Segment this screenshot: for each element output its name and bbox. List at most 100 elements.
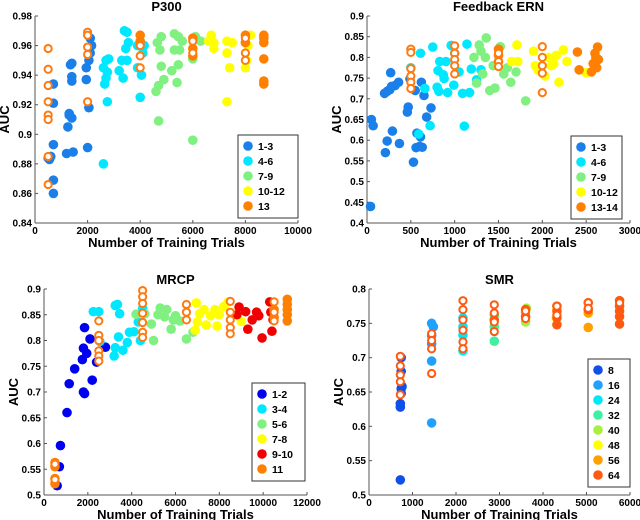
data-point	[243, 324, 253, 334]
x-tick-label: 0	[41, 498, 47, 509]
legend-label: 3-4	[272, 404, 287, 416]
y-tick-label: 0.5	[352, 491, 366, 502]
chart-smr: 0 1000 2000 3000 4000 5000 6000 0.5 0.55 0.6 0.65 0…	[331, 272, 640, 520]
x-tick-label: 1000	[444, 226, 467, 237]
data-point-open	[138, 317, 148, 328]
data-point-open	[537, 42, 547, 52]
data-point-open	[181, 307, 192, 317]
data-point	[387, 126, 398, 136]
legend-marker	[576, 157, 586, 167]
data-point	[93, 306, 104, 317]
data-point	[368, 120, 378, 131]
data-point-open	[94, 356, 104, 366]
x-tick-label: 4000	[532, 498, 555, 509]
data-point-open	[458, 344, 468, 354]
data-point	[79, 388, 90, 399]
data-point	[471, 78, 482, 88]
legend-marker	[593, 365, 603, 375]
data-point-open	[83, 97, 93, 107]
legend-label: 5-6	[272, 419, 287, 431]
data-point-open	[395, 361, 405, 371]
data-point-open	[395, 351, 405, 361]
data-point-open	[583, 303, 593, 313]
data-point	[188, 135, 198, 145]
data-point	[67, 113, 77, 123]
legend: 1-3 4-6 7-9 10-12 13	[237, 134, 299, 219]
data-point-open	[135, 40, 145, 51]
y-tick-label: 0.7	[350, 94, 364, 105]
series-open-markers	[395, 296, 625, 400]
data-point	[426, 418, 437, 428]
y-tick-label: 0.65	[345, 115, 365, 126]
data-point	[548, 58, 559, 69]
data-point	[159, 74, 169, 85]
legend-marker	[593, 470, 603, 480]
data-point	[393, 77, 404, 88]
data-point	[118, 345, 128, 356]
y-tick-label: 0.75	[345, 74, 365, 85]
data-point	[240, 306, 251, 317]
data-point-open	[225, 296, 235, 306]
x-tick-label: 6000	[164, 498, 187, 509]
y-axis-label: AUC	[6, 377, 21, 406]
data-point-open	[135, 63, 145, 73]
data-point	[469, 52, 479, 63]
legend-marker	[243, 201, 253, 211]
data-point	[123, 37, 134, 48]
data-point	[98, 159, 109, 169]
y-axis-label: AUC	[329, 105, 344, 134]
legend-marker	[257, 434, 267, 444]
legend-label: 7-9	[258, 171, 273, 183]
legend-marker	[576, 202, 586, 212]
data-point	[490, 83, 500, 93]
data-point-open	[427, 344, 437, 354]
data-point	[448, 80, 459, 90]
y-tick-label: 0.75	[347, 319, 367, 330]
y-tick-label: 0.65	[347, 388, 367, 399]
data-point	[192, 317, 203, 327]
data-point-open	[489, 317, 499, 327]
legend-marker	[593, 395, 603, 405]
data-point	[48, 188, 59, 199]
y-tick-label: 0.75	[22, 362, 42, 373]
data-point	[419, 90, 429, 101]
data-point	[462, 39, 472, 49]
data-point	[592, 42, 603, 52]
legend-box	[587, 358, 631, 488]
data-point	[558, 45, 569, 55]
data-point	[174, 45, 185, 55]
y-tick-label: 0.86	[13, 189, 33, 200]
data-point-open	[552, 310, 562, 320]
data-point	[394, 138, 405, 149]
data-point	[122, 27, 132, 38]
legend: 1-3 4-6 7-9 10-12 13-14	[570, 135, 623, 220]
legend-label: 32	[608, 410, 620, 422]
legend-label: 9-10	[272, 449, 293, 461]
data-point-open	[614, 298, 625, 308]
legend-label: 7-9	[591, 172, 606, 184]
data-point	[267, 326, 277, 337]
x-tick-label: 1000	[401, 498, 424, 509]
data-point-open	[43, 64, 53, 74]
y-tick-label: 0.9	[27, 285, 41, 296]
legend-label: 64	[608, 470, 620, 482]
legend-marker	[243, 171, 253, 181]
data-point-open	[138, 298, 148, 309]
data-point	[87, 375, 98, 385]
legend-label: 16	[608, 380, 620, 392]
data-point-open	[489, 326, 499, 337]
data-point-open	[43, 43, 53, 54]
y-tick-label: 0.88	[13, 159, 33, 170]
x-tick-label: 0	[364, 226, 370, 237]
data-point	[82, 142, 93, 153]
data-point-open	[240, 33, 250, 43]
legend: 1-2 3-4 5-6 7-8 9-10 11	[251, 382, 306, 482]
data-point	[259, 76, 269, 86]
data-point-open	[225, 307, 235, 317]
y-tick-label: 0.85	[345, 32, 365, 43]
y-tick-label: 0.55	[347, 456, 367, 467]
data-point	[135, 92, 145, 103]
data-point	[48, 139, 59, 150]
chart-mrcp: 0 2000 4000 6000 8000 10000 12000 0.5 0.55 0.6 0.6…	[6, 272, 321, 520]
